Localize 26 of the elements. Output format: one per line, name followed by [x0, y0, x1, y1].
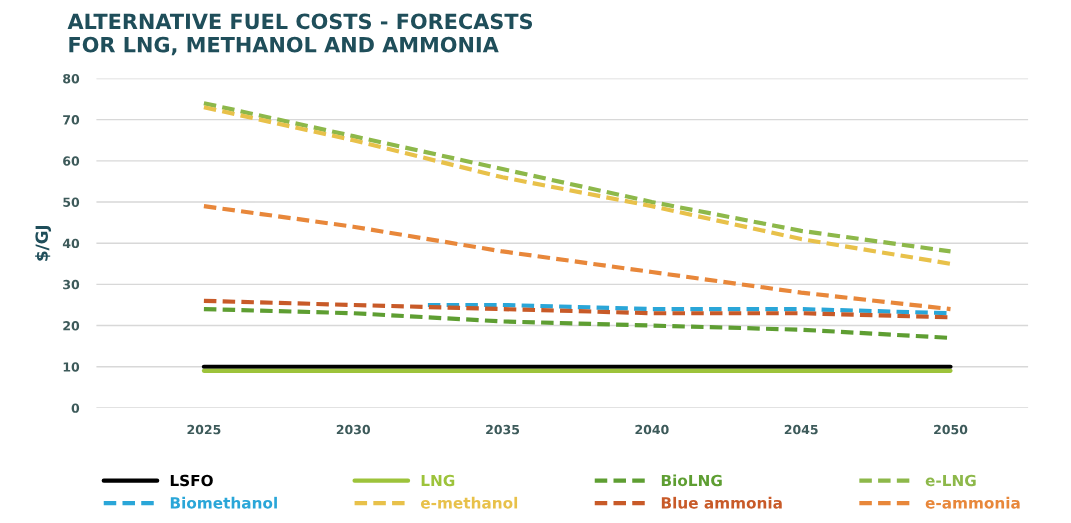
y-tick-label: 30 [63, 279, 80, 290]
x-tick-label: 2045 [784, 424, 818, 435]
y-tick-label: 0 [71, 403, 80, 413]
y-tick-label: 70 [63, 115, 80, 125]
x-tick-label: 2025 [187, 424, 221, 435]
legend-label: Biomethanol [170, 496, 277, 509]
legend-label: LSFO [170, 474, 213, 487]
y-tick-label: 20 [63, 321, 80, 331]
x-tick-label: 2050 [934, 424, 968, 435]
y-tick-label: 50 [63, 197, 80, 207]
legend-label: BioLNG [661, 474, 722, 487]
line-series [201, 204, 953, 312]
legend-label: e-LNG [925, 474, 976, 487]
x-tick-label: 2040 [635, 424, 669, 435]
chart-title: ALTERNATIVE FUEL COSTS - FORECASTS FOR LNG, METHANOL AND AMMONIA [67, 13, 533, 56]
legend-label: LNG [421, 474, 455, 487]
y-tick-label: 80 [63, 73, 80, 84]
legend-label: Blue ammonia [661, 496, 782, 509]
x-tick-label: 2030 [336, 424, 371, 435]
legend-label: e-methanol [420, 496, 518, 509]
y-tick-label: 40 [62, 238, 80, 249]
legend-label: e-ammonia [925, 496, 1020, 509]
y-axis-title: $/GJ [35, 225, 52, 261]
y-tick-label: 10 [63, 362, 80, 372]
x-tick-label: 2035 [486, 424, 520, 435]
y-tick-label: 60 [63, 156, 80, 166]
